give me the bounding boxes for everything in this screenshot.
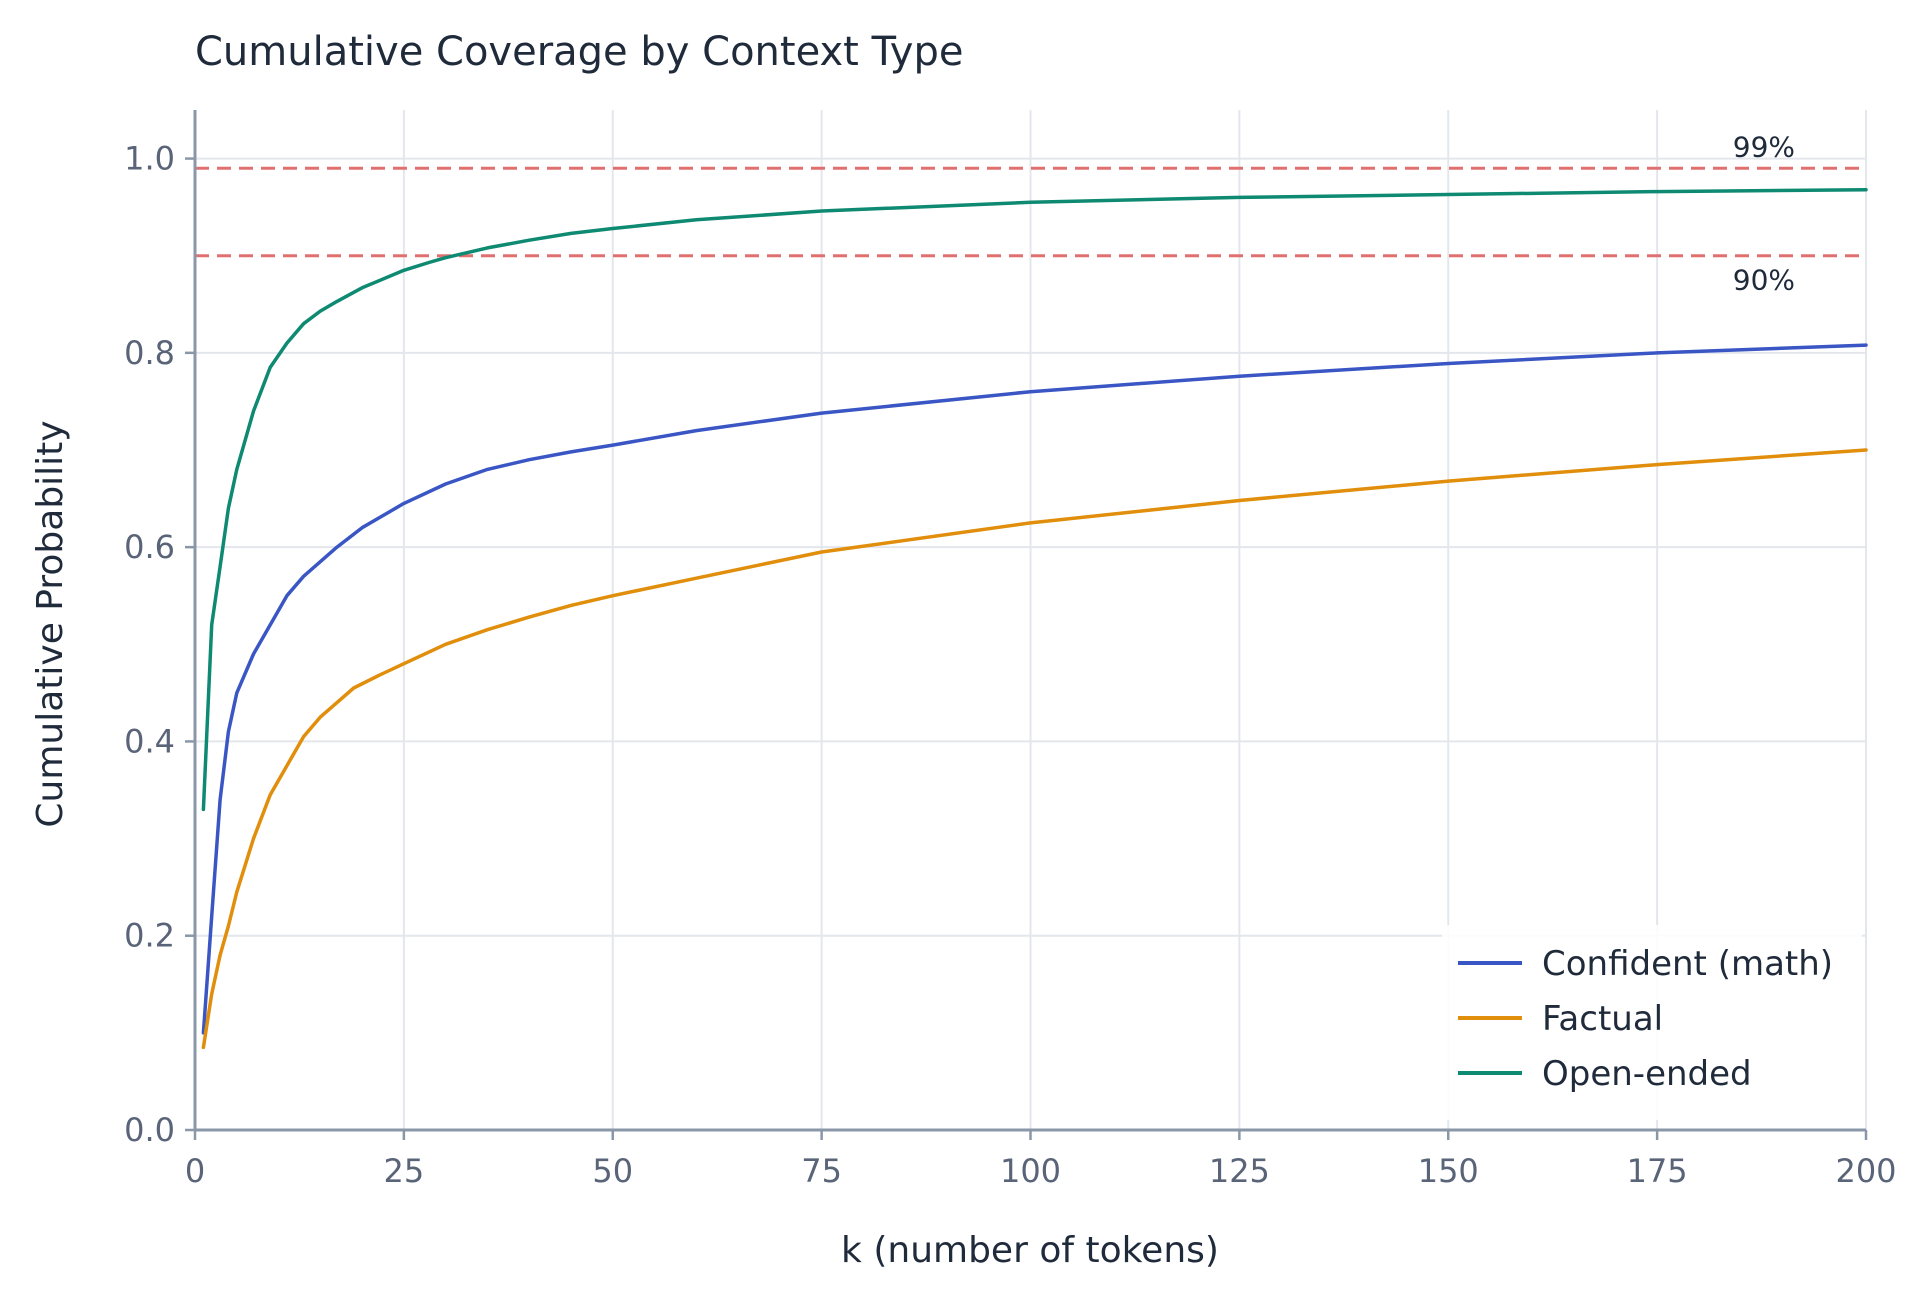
x-axis-label: k (number of tokens) bbox=[841, 1230, 1219, 1271]
y-tick-label: 0.6 bbox=[124, 528, 175, 566]
series-line-open-ended bbox=[201, 187, 1868, 812]
x-tick-label: 100 bbox=[1000, 1152, 1061, 1190]
y-tick-label: 0.8 bbox=[124, 334, 175, 372]
x-tick-label: 125 bbox=[1209, 1152, 1270, 1190]
y-tick-label: 0.4 bbox=[124, 722, 175, 760]
series-layer bbox=[201, 187, 1868, 1050]
series-line-factual bbox=[201, 448, 1868, 1050]
y-tick-label: 1.0 bbox=[124, 140, 175, 178]
x-tick-label: 50 bbox=[592, 1152, 633, 1190]
chart-title: Cumulative Coverage by Context Type bbox=[195, 29, 963, 75]
x-tick-label: 25 bbox=[384, 1152, 425, 1190]
legend-label: Factual bbox=[1542, 999, 1663, 1039]
x-tick-label: 0 bbox=[185, 1152, 205, 1190]
legend-label: Confident (math) bbox=[1542, 944, 1833, 984]
x-tick-label: 150 bbox=[1418, 1152, 1479, 1190]
series-line-confident-math bbox=[201, 343, 1868, 1035]
x-tick-label: 200 bbox=[1835, 1152, 1896, 1190]
legend: Confident (math) Factual Open-ended bbox=[1442, 925, 1862, 1120]
y-tick-label: 0.2 bbox=[124, 917, 175, 955]
x-tick-label: 75 bbox=[801, 1152, 842, 1190]
legend-label: Open-ended bbox=[1542, 1054, 1752, 1094]
legend-background bbox=[1442, 925, 1862, 1120]
y-tick-label: 0.0 bbox=[124, 1111, 175, 1149]
y-axis-label: Cumulative Probability bbox=[30, 420, 71, 827]
reference-lines: 99% 90% bbox=[195, 130, 1866, 297]
axes: 0 25 50 75 100 125 150 175 200 0.0 0.2 0.4 0.6 0.8 1.0 bbox=[124, 110, 1897, 1190]
reference-line-label: 99% bbox=[1733, 130, 1795, 163]
grid-layer bbox=[195, 110, 1867, 1130]
reference-line-label: 90% bbox=[1733, 264, 1795, 297]
x-tick-label: 175 bbox=[1627, 1152, 1688, 1190]
